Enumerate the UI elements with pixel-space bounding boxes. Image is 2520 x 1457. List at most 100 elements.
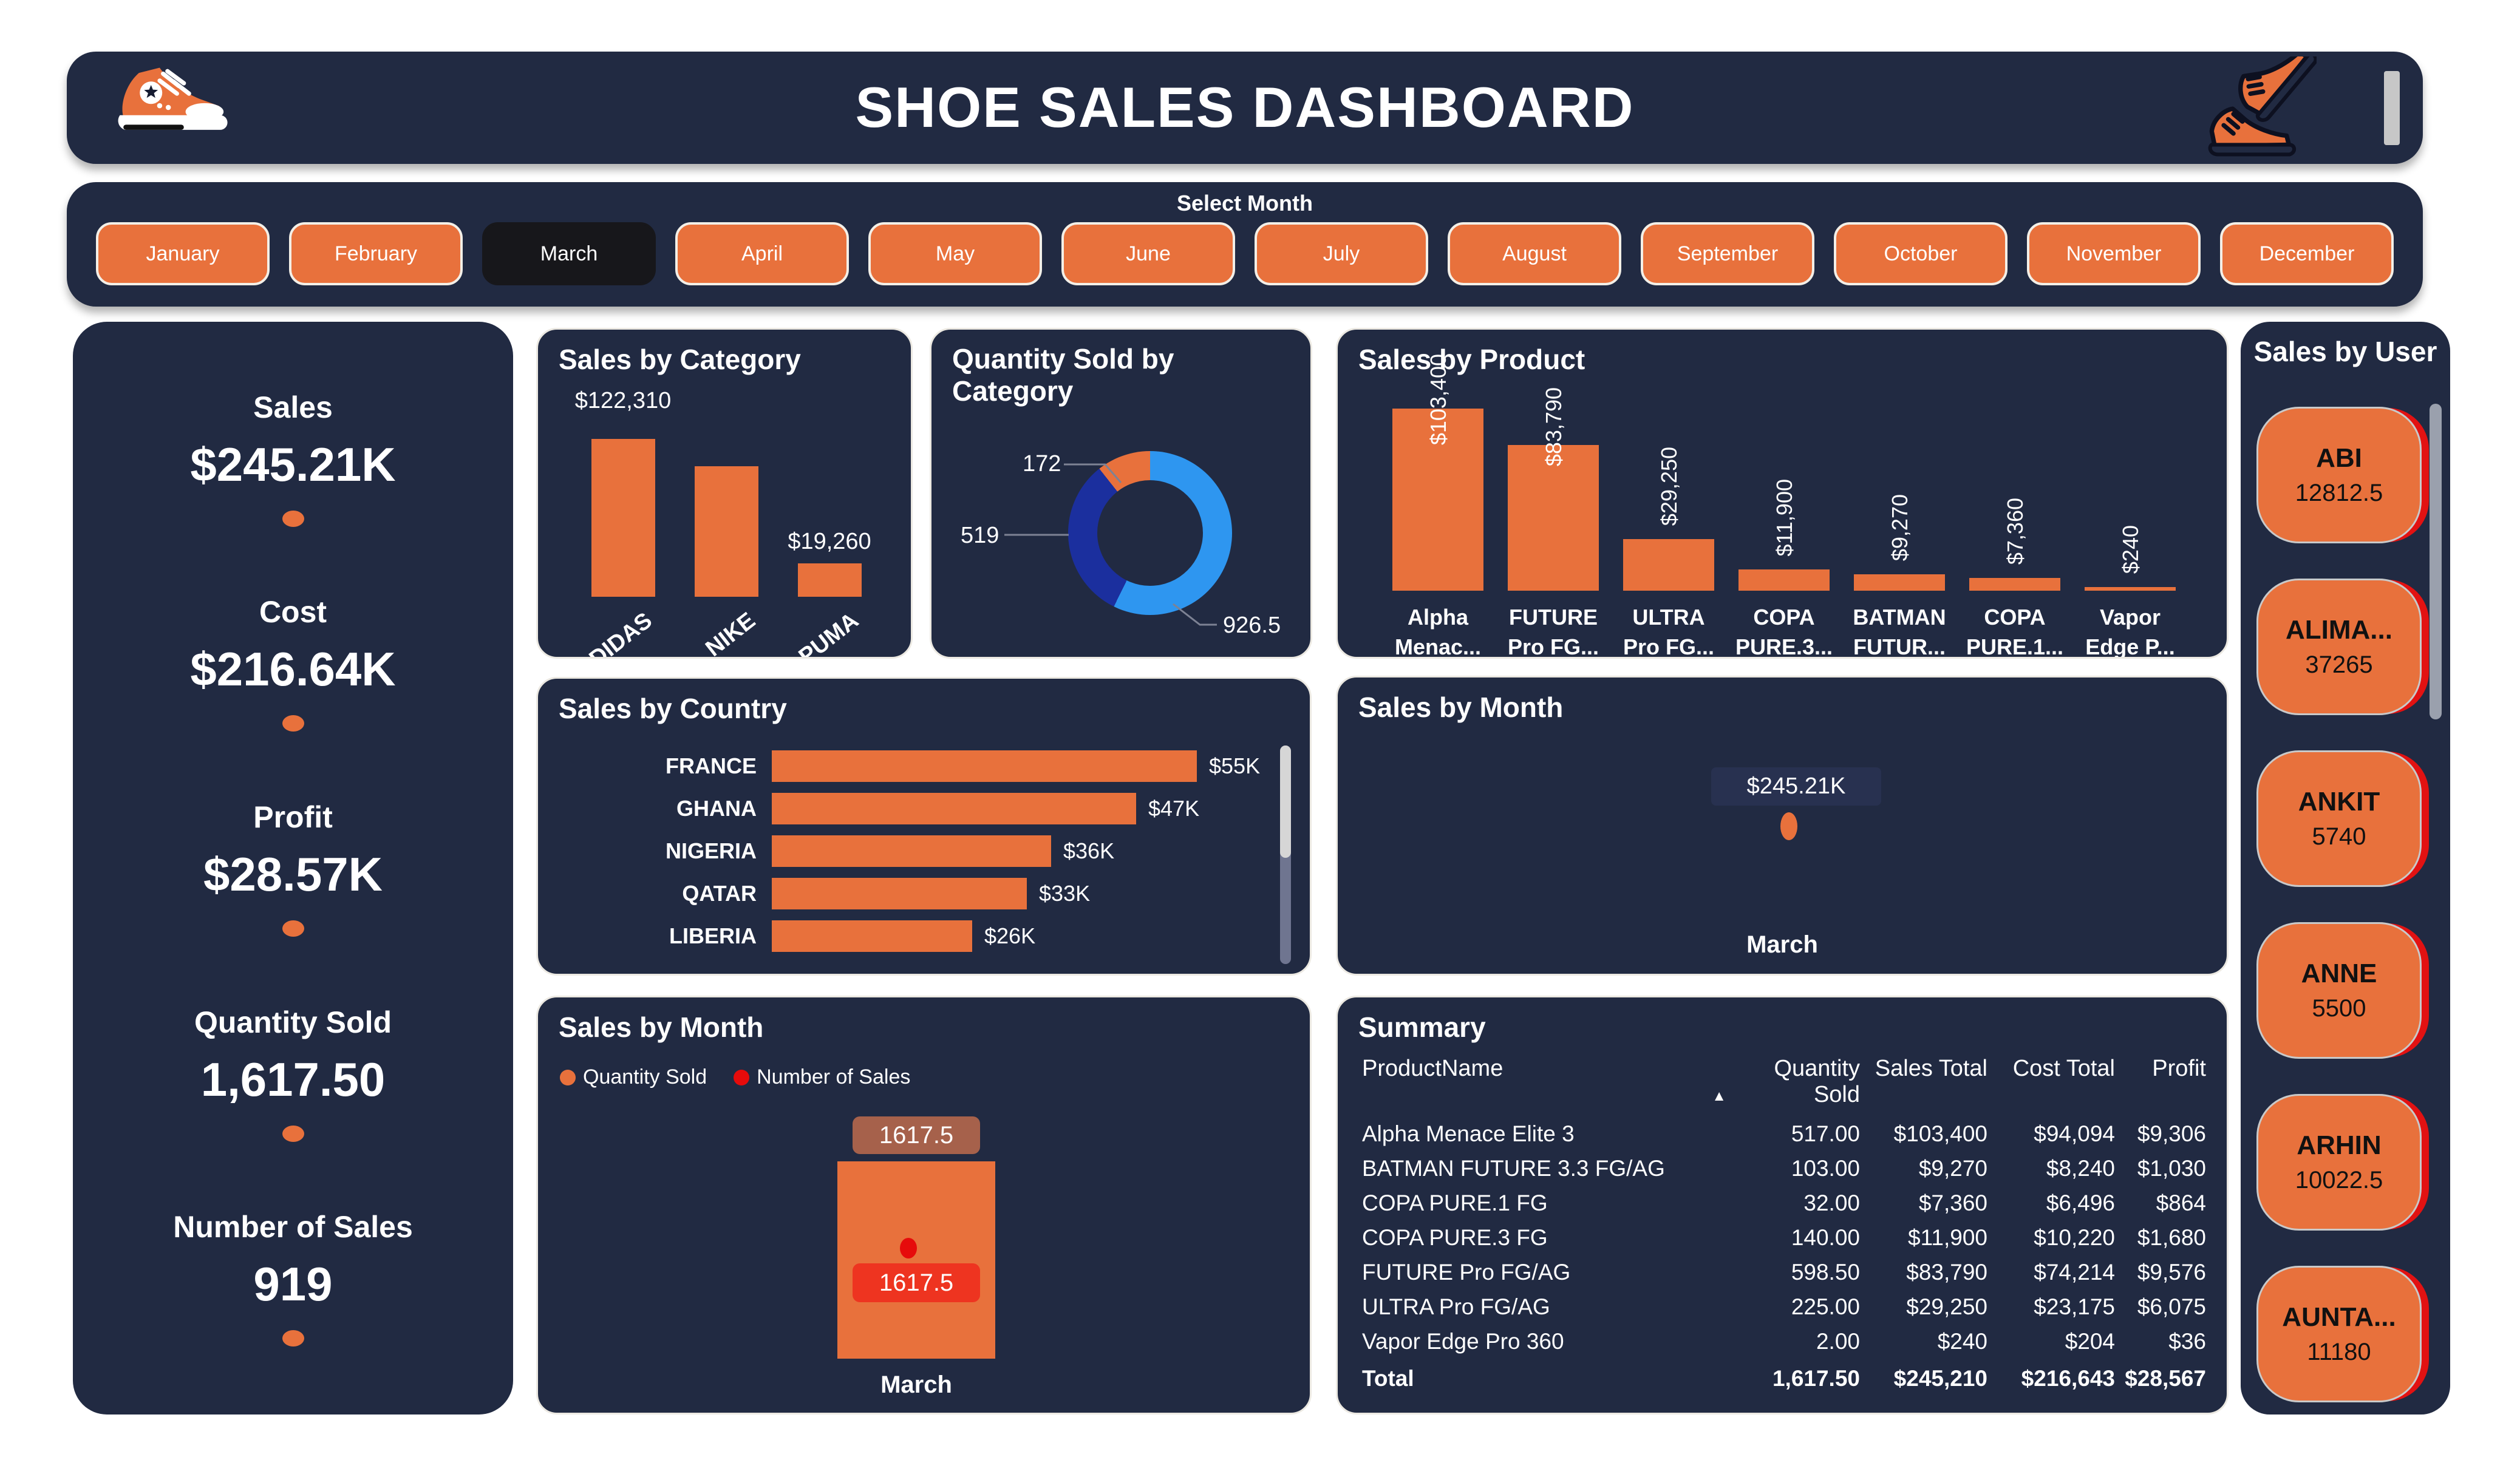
bar-copa-pure3[interactable] [1738,569,1830,591]
column-header-quantity-sold[interactable]: Quantity Sold [1774,1056,1860,1107]
legend-item-quantity-sold[interactable]: Quantity Sold [560,1065,707,1089]
bar-value-label: $47K [1148,796,1200,821]
bar-value-label: $11,900 [1772,478,1797,556]
bar-value-label: $55K [1209,753,1261,778]
legend-dot-red-icon [734,1069,750,1085]
month-button-september[interactable]: September [1641,222,1814,285]
column-header-sales-total[interactable]: Sales Total [1875,1056,1987,1081]
kpi-label: Number of Sales [173,1210,413,1245]
sort-ascending-icon[interactable]: ▲ [1712,1088,1726,1104]
bar-march[interactable] [837,1161,995,1359]
kpi-dot-icon [282,510,304,527]
donut-label-dark-blue: 519 [961,523,999,548]
table-title: Summary [1358,1011,1486,1043]
sales-by-category-chart: Sales by Category $122,310 $19,260 ADIDA… [536,328,913,659]
column-header-cost-total[interactable]: Cost Total [2012,1056,2115,1081]
summary-table: ProductName ▲ Quantity Sold Sales Total C… [1362,1056,2206,1396]
x-axis-label: PUMA [794,608,863,659]
bar-liberia[interactable] [772,920,972,952]
column-header-profit[interactable]: Profit [2152,1056,2206,1081]
month-button-july[interactable]: July [1255,222,1428,285]
table-row[interactable]: Vapor Edge Pro 360 2.00 $240 $204 $36 [1362,1328,2206,1354]
y-axis-label: LIBERIA [669,923,757,948]
user-card-anne[interactable]: ANNE 5500 [2256,922,2422,1059]
y-axis-label: FRANCE [666,753,757,778]
legend-label: Number of Sales [757,1065,911,1089]
legend-dot-orange-icon [560,1069,576,1085]
bar-nigeria[interactable] [772,835,1051,867]
kpi-dot-icon [282,920,304,937]
month-button-december[interactable]: December [2220,222,2394,285]
month-button-march-selected[interactable]: March [482,222,656,285]
table-row[interactable]: COPA PURE.3 FG 140.00 $11,900 $10,220 $1,680 [1362,1224,2206,1250]
bar-france[interactable] [772,750,1197,782]
bar-value-label: $19,260 [788,529,871,554]
user-card-abi[interactable]: ABI 12812.5 [2256,407,2422,543]
bar-ultra-pro[interactable] [1623,539,1714,591]
chart-title: Quantity Sold by Category [952,343,1174,407]
month-button-october[interactable]: October [1834,222,2007,285]
table-row[interactable]: COPA PURE.1 FG 32.00 $7,360 $6,496 $864 [1362,1190,2206,1215]
kpi-dot-icon [282,1330,304,1347]
bar-copa-pure1[interactable] [1969,578,2060,591]
month-button-february[interactable]: February [289,222,463,285]
donut-chart[interactable] [1068,451,1232,615]
month-button-january[interactable]: January [96,222,270,285]
bar-future-pro[interactable] [1508,445,1599,591]
bar-puma[interactable] [798,563,862,597]
legend-item-number-of-sales[interactable]: Number of Sales [734,1065,910,1089]
y-axis-label: NIGERIA [665,838,757,863]
column-header-productname[interactable]: ProductName ▲ [1362,1056,1726,1104]
month-button-august[interactable]: August [1448,222,1621,285]
plot-area [538,330,911,597]
bar-alpha-menace[interactable] [1392,409,1483,591]
table-header-row: ProductName ▲ Quantity Sold Sales Total C… [1362,1056,2206,1108]
kpi-dot-icon [282,1125,304,1142]
bar-ghana[interactable] [772,793,1136,824]
number-of-sales-point[interactable] [900,1238,917,1258]
kpi-label: Sales [253,390,333,424]
bar-value-label: $26K [984,923,1036,948]
table-row[interactable]: FUTURE Pro FG/AG 598.50 $83,790 $74,214 $9,5… [1362,1259,2206,1285]
month-button-june[interactable]: June [1061,222,1235,285]
x-axis-label: Alpha Menac... [1394,605,1482,659]
month-selector-label: Select Month [1176,191,1313,216]
kpi-value: $28.57K [203,847,383,901]
month-button-november[interactable]: November [2027,222,2201,285]
chart-title: Sales by Country [559,693,787,724]
plot-area: $103,400 $83,790 $29,250 $11,900 $9,270 … [1356,330,2208,591]
user-card-alima[interactable]: ALIMA... 37265 [2256,579,2422,715]
x-axis-label: NIKE [701,608,760,659]
chart-title: Sales by Category [559,344,801,375]
y-axis-label: QATAR [682,881,757,906]
x-axis-label: BATMAN FUTUR... [1853,605,1946,659]
bar-adidas[interactable] [591,439,655,597]
bar-nike[interactable] [695,466,758,597]
bar-value-label: $83,790 [1541,387,1566,466]
x-axis-label: March [880,1371,952,1398]
user-card-arhin[interactable]: ARHIN 10022.5 [2256,1094,2422,1231]
scrollbar-thumb[interactable] [1280,745,1291,858]
bar-batman-future[interactable] [1854,574,1945,591]
month-button-april[interactable]: April [675,222,849,285]
table-row[interactable]: Alpha Menace Elite 3 517.00 $103,400 $94,09… [1362,1121,2206,1146]
user-card-ankit[interactable]: ANKIT 5740 [2256,750,2422,887]
scatter-point[interactable] [1780,812,1797,840]
bar-vapor-edge[interactable] [2085,587,2176,591]
user-card-aunta[interactable]: AUNTA... 11180 [2256,1266,2422,1402]
panel-title: Sales by User [2253,336,2437,367]
bar-value-label: $7,360 [2003,497,2028,565]
bar-qatar[interactable] [772,878,1027,909]
point-value-label: $245.21K [1711,767,1881,806]
table-row[interactable]: BATMAN FUTURE 3.3 FG/AG 103.00 $9,270 $8,24… [1362,1155,2206,1181]
bar-value-label: $240 [2118,525,2143,574]
scrollbar-thumb[interactable] [2430,404,2442,719]
legend: Quantity Sold Number of Sales [560,1065,910,1089]
table-row[interactable]: ULTRA Pro FG/AG 225.00 $29,250 $23,175 $6,07… [1362,1294,2206,1319]
summary-table-panel: Summary ProductName ▲ Quantity Sold Sales… [1336,996,2229,1415]
kpi-panel: Sales $245.21K Cost $216.64K Profit $28.… [73,322,513,1415]
month-button-may[interactable]: May [868,222,1042,285]
x-axis-label: ADIDAS [571,608,657,659]
bar-value-label: $9,270 [1887,494,1912,561]
